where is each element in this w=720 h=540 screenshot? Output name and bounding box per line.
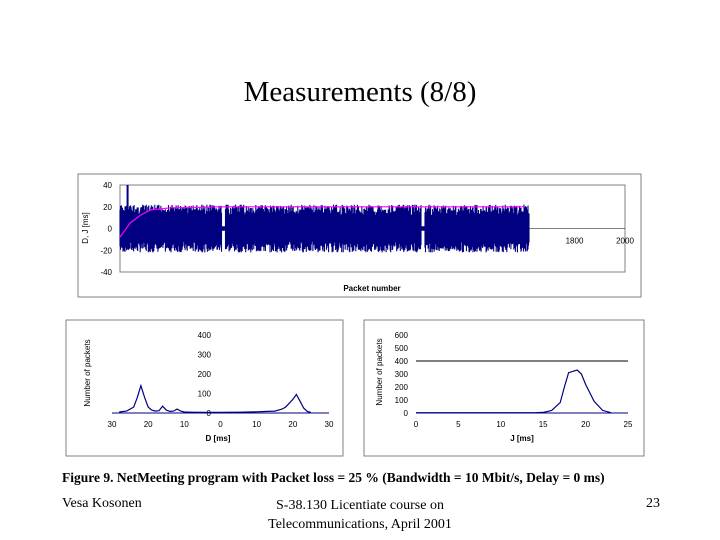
jitter-series-line [119,206,524,238]
footer-course-line2: Telecommunications, April 2001 [268,517,452,532]
jitter-histogram-y-tick-label-6: 0 [404,409,409,418]
delay-histogram-y-tick-label-0: 400 [198,331,212,340]
delay-histogram-x-tick-label-6: 30 [325,420,334,429]
jitter-histogram-y-tick-label-0: 600 [395,331,409,340]
top-chart-xlabel: Packet number [343,284,400,293]
footer-course-line1: S-38.130 Licentiate course on [276,498,444,513]
delay-histogram-y-tick-label-2: 200 [198,370,212,379]
top-y-tick-label-2: 0 [108,225,113,234]
jitter-histogram-xlabel: J [ms] [510,434,534,443]
delay-histogram-y-tick-label-3: 100 [198,390,212,399]
top-chart-ylabel: D, J [ms] [81,212,90,244]
jitter-histogram-x-tick-label-1: 5 [456,420,461,429]
jitter-histogram-x-tick-label-5: 25 [624,420,633,429]
delay-histogram-x-tick-label-5: 20 [288,420,297,429]
delay-histogram-ylabel: Number of packets [83,339,92,406]
top-y-tick-label-0: 40 [103,181,112,190]
top-y-tick-label-3: -20 [100,246,112,255]
top-x-tick-label-0: 1800 [566,237,584,246]
jitter-histogram-y-tick-label-4: 200 [395,383,409,392]
top-x-tick-label-1: 2000 [616,237,634,246]
delay-histogram-y-tick-label-1: 300 [198,351,212,360]
jitter-histogram-ylabel: Number of packets [375,338,384,405]
jitter-histogram-x-tick-label-2: 10 [496,420,505,429]
jitter-histogram-y-tick-label-3: 300 [395,370,409,379]
jitter-histogram-y-tick-label-2: 400 [395,357,409,366]
slide-title: Measurements (8/8) [243,76,477,108]
page-number: 23 [646,496,660,511]
delay-histogram-x-tick-label-0: 30 [108,420,117,429]
footer-course: S-38.130 Licentiate course on Telecommun… [220,496,500,534]
delay-histogram-x-tick-label-4: 10 [252,420,261,429]
delay-histogram-frame [65,319,344,457]
jitter-histogram-x-tick-label-3: 15 [539,420,548,429]
delay-histogram-x-tick-label-3: 0 [218,420,223,429]
delay-histogram-chart: 40030020010003020100102030 [108,331,334,429]
jitter-histogram-chart: 600 500 400 300 200 100 00 5 10 15 20 25 [395,331,633,429]
delay-jitter-chart: 40 20 0 -20 -40 1800 2000 [100,181,634,277]
delay-series-line [119,204,530,253]
figure-caption: Figure 9. NetMeeting program with Packet… [62,470,605,485]
delay-histogram-x-tick-label-1: 20 [144,420,153,429]
footer-author: Vesa Kosonen [62,496,142,511]
jitter-histogram-series-line [416,369,612,414]
jitter-histogram-x-tick-label-4: 20 [581,420,590,429]
jitter-histogram-y-tick-label-1: 500 [395,344,409,353]
jitter-histogram-frame [363,319,645,457]
jitter-histogram-x-tick-label-0: 0 [414,420,419,429]
delay-histogram-x-tick-label-2: 10 [180,420,189,429]
top-y-tick-label-4: -40 [100,268,112,277]
jitter-histogram-y-tick-label-5: 100 [395,396,409,405]
top-chart-outer-frame [77,173,642,298]
delay-histogram-xlabel: D [ms] [206,434,231,443]
delay-histogram-series-line [119,383,312,413]
top-y-tick-label-1: 20 [103,203,112,212]
